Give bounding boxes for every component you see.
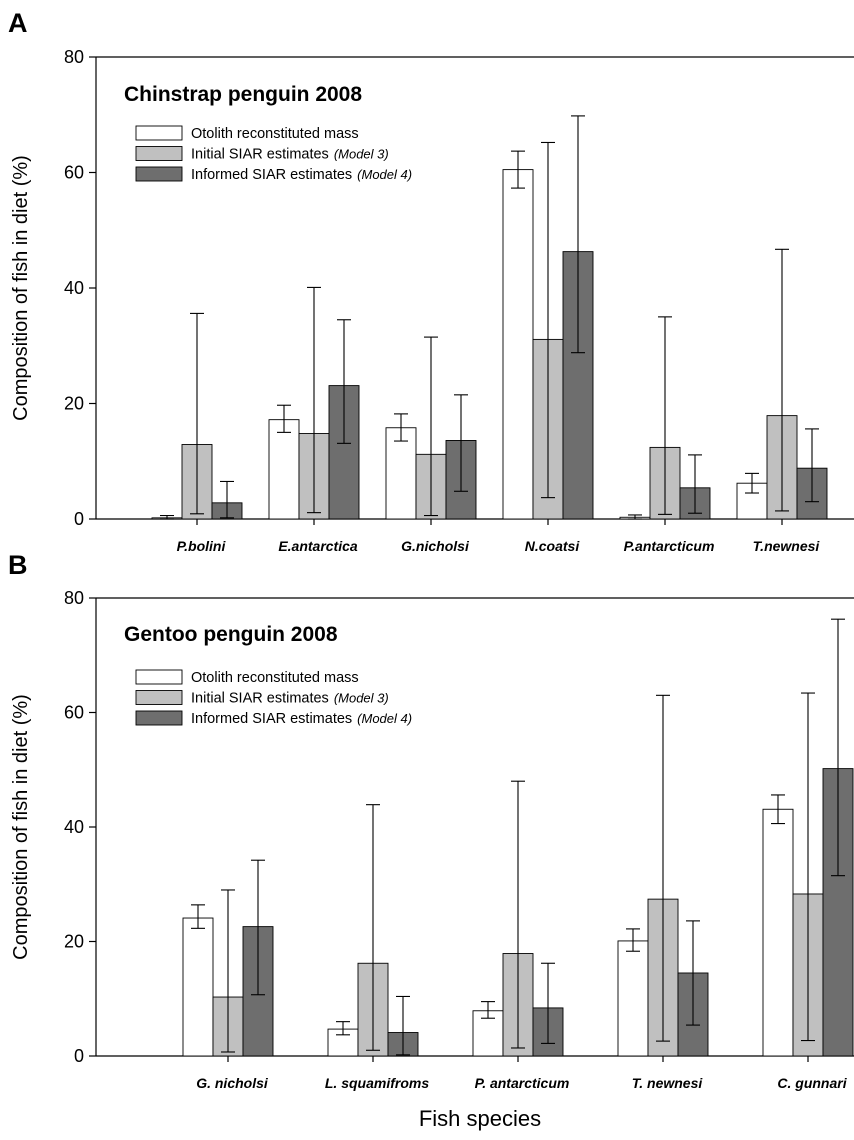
legend-series-name: Initial SIAR estimates — [191, 691, 329, 707]
category-label: N.coatsi — [525, 538, 581, 554]
legend-label: Otolith reconstituted mass — [191, 126, 359, 142]
chart-title: Chinstrap penguin 2008 — [124, 83, 362, 106]
bar — [617, 940, 649, 1057]
legend: Otolith reconstituted mass Initial SIAR e… — [135, 125, 412, 183]
category-label: T. newnesi — [632, 1075, 704, 1091]
legend-series-name: Initial SIAR estimates — [191, 147, 329, 163]
y-axis-label: Composition of fish in diet (%) — [10, 155, 32, 421]
category-label: P.bolini — [177, 538, 227, 554]
category-label: C. gunnari — [777, 1075, 847, 1091]
panel-letter: A — [8, 8, 28, 38]
category-label: G.nicholsi — [401, 538, 470, 554]
legend-swatch — [135, 146, 183, 161]
y-tick-label: 60 — [64, 703, 84, 723]
y-tick-label: 20 — [64, 394, 84, 414]
bar — [502, 169, 534, 520]
y-tick-label: 0 — [74, 509, 84, 529]
y-axis-label: Composition of fish in diet (%) — [10, 694, 32, 960]
legend-label: Initial SIAR estimates (Model 3) — [191, 147, 389, 163]
category-label: E.antarctica — [278, 538, 358, 554]
chart-panel-b: B 0 20 40 60 80 Composition of fish in diet (%… — [8, 550, 854, 1131]
panel-letter: B — [8, 550, 28, 580]
legend-series-name: Informed SIAR estimates — [191, 711, 352, 727]
category-label: L. squamifroms — [325, 1075, 429, 1091]
y-tick-label: 80 — [64, 588, 84, 608]
y-tick-label: 0 — [74, 1046, 84, 1066]
legend-series-note: (Model 3) — [334, 691, 389, 706]
legend: Otolith reconstituted mass Initial SIAR e… — [135, 669, 412, 727]
bar — [268, 419, 300, 520]
category-label: G. nicholsi — [196, 1075, 269, 1091]
y-tick-label: 60 — [64, 163, 84, 183]
legend-label: Initial SIAR estimates (Model 3) — [191, 691, 389, 707]
legend-series-name: Informed SIAR estimates — [191, 167, 352, 183]
legend-swatch — [135, 125, 183, 141]
legend-series-note: (Model 4) — [357, 167, 412, 182]
legend-label: Otolith reconstituted mass — [191, 670, 359, 686]
bar — [762, 808, 794, 1057]
legend-series-note: (Model 4) — [357, 711, 412, 726]
legend-series-note: (Model 3) — [334, 147, 389, 162]
category-label: T.newnesi — [753, 538, 821, 554]
category-label: P. antarcticum — [475, 1075, 570, 1091]
y-tick-label: 40 — [64, 817, 84, 837]
y-tick-label: 20 — [64, 932, 84, 952]
y-tick-label: 40 — [64, 278, 84, 298]
chart-panel-a: A 0 20 40 60 80 Composition of fish in diet (%… — [8, 8, 854, 554]
legend-label: Informed SIAR estimates (Model 4) — [191, 167, 412, 183]
legend-swatch — [135, 690, 183, 705]
y-tick-label: 80 — [64, 47, 84, 67]
legend-swatch — [135, 669, 183, 685]
bar — [328, 385, 360, 520]
legend-series-name: Otolith reconstituted mass — [191, 670, 359, 686]
x-axis-label: Fish species — [419, 1106, 541, 1131]
legend-swatch — [135, 710, 183, 726]
legend-label: Informed SIAR estimates (Model 4) — [191, 711, 412, 727]
legend-series-name: Otolith reconstituted mass — [191, 126, 359, 142]
chart-title: Gentoo penguin 2008 — [124, 623, 338, 646]
legend-swatch — [135, 166, 183, 182]
bar — [182, 917, 214, 1057]
category-label: P.antarcticum — [624, 538, 715, 554]
